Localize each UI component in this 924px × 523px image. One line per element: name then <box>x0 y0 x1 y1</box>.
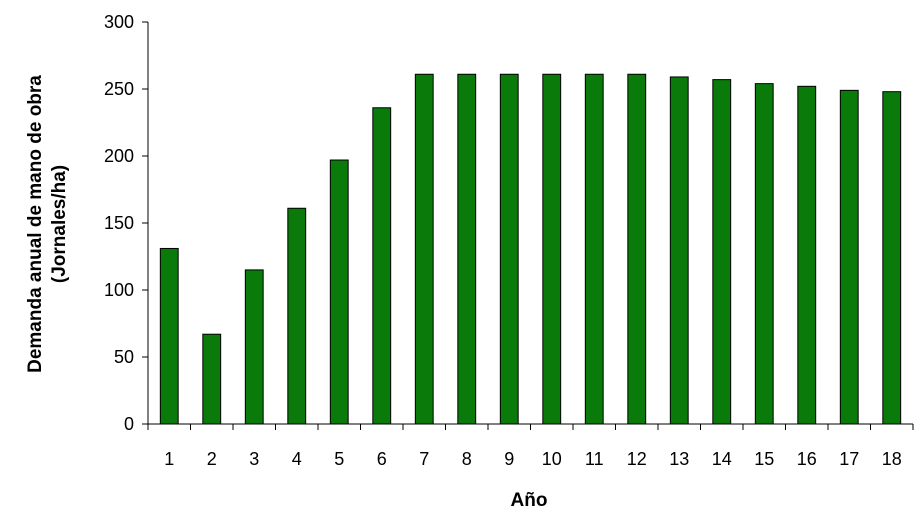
x-tick-label: 5 <box>334 449 344 469</box>
bar <box>712 79 732 425</box>
x-tick-label: 2 <box>207 449 217 469</box>
y-axis-title-line-2: (Jornales/ha) <box>49 165 70 283</box>
bar <box>329 159 349 425</box>
x-tick-label: 14 <box>712 449 732 469</box>
bar <box>882 91 902 425</box>
x-tick-label: 6 <box>377 449 387 469</box>
y-tick-label: 250 <box>104 79 134 99</box>
bar <box>797 85 817 425</box>
x-tick-label: 15 <box>754 449 774 469</box>
y-axis-title-line-1: Demanda anual de mano de obra <box>25 75 46 373</box>
bar <box>414 73 434 425</box>
bar <box>584 73 604 425</box>
x-tick-label: 10 <box>542 449 562 469</box>
bar <box>244 269 264 425</box>
bar <box>202 333 222 425</box>
bar <box>457 73 477 425</box>
x-axis-title: Año <box>511 490 548 511</box>
x-tick-label: 13 <box>669 449 689 469</box>
y-tick-label: 100 <box>104 280 134 300</box>
y-tick-label: 300 <box>104 12 134 32</box>
bar <box>754 83 774 425</box>
bar <box>287 207 307 425</box>
x-tick-label: 7 <box>419 449 429 469</box>
x-tick-label: 18 <box>882 449 902 469</box>
bar <box>627 73 647 425</box>
bar <box>499 73 519 425</box>
x-tick-label: 1 <box>164 449 174 469</box>
x-tick-label: 4 <box>292 449 302 469</box>
x-tick-label: 9 <box>504 449 514 469</box>
bar <box>159 247 179 425</box>
bar <box>372 107 392 425</box>
x-tick-label: 3 <box>249 449 259 469</box>
x-tick-label: 11 <box>585 449 604 469</box>
x-tick-label: 17 <box>839 449 859 469</box>
y-tick-label: 50 <box>114 347 134 367</box>
bar <box>839 89 859 425</box>
x-tick-label: 16 <box>797 449 817 469</box>
y-tick-label: 0 <box>124 414 134 434</box>
y-axis-title: Demanda anual de mano de obra (Jornales/… <box>25 75 70 373</box>
bar <box>542 73 562 425</box>
x-tick-label: 8 <box>462 449 472 469</box>
y-tick-label: 200 <box>104 146 134 166</box>
y-tick-label: 150 <box>104 213 134 233</box>
bar <box>669 76 689 425</box>
x-tick-label: 12 <box>627 449 647 469</box>
